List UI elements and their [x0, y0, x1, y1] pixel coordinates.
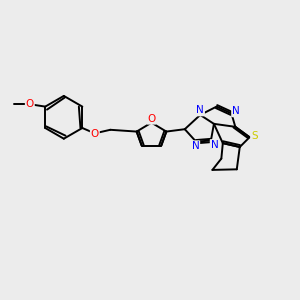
Text: O: O: [91, 129, 99, 139]
Text: O: O: [26, 99, 34, 109]
Text: O: O: [147, 114, 156, 124]
Text: S: S: [251, 131, 258, 141]
Text: N: N: [196, 106, 204, 116]
Text: N: N: [232, 106, 240, 116]
Text: N: N: [211, 140, 218, 150]
Text: N: N: [192, 141, 199, 151]
